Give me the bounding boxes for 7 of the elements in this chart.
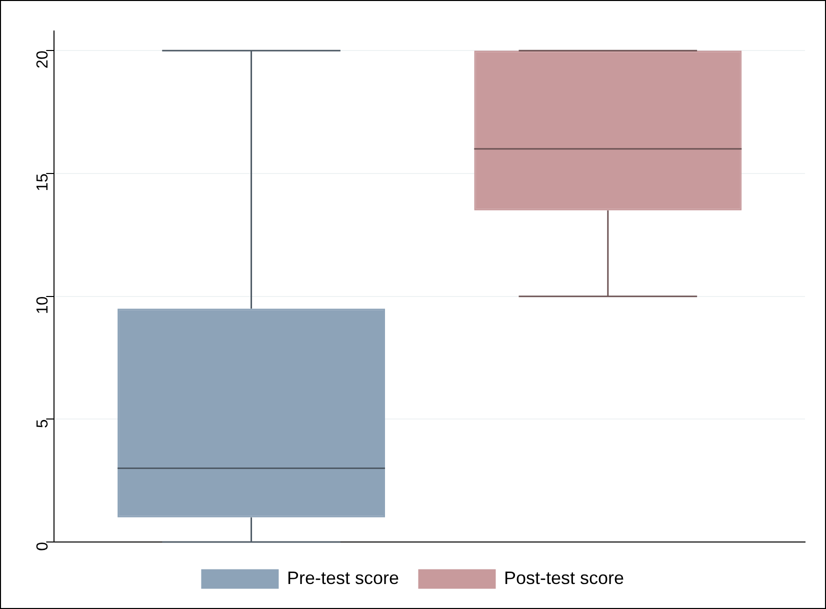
legend-label: Post-test score: [504, 568, 624, 588]
y-tick-label: 20: [34, 50, 52, 68]
y-tick-label: 10: [34, 296, 52, 314]
y-tick-label: 0: [34, 542, 52, 551]
legend-label: Pre-test score: [286, 568, 400, 588]
y-tick-label: 5: [34, 419, 52, 428]
y-tick-label: 15: [34, 173, 52, 192]
